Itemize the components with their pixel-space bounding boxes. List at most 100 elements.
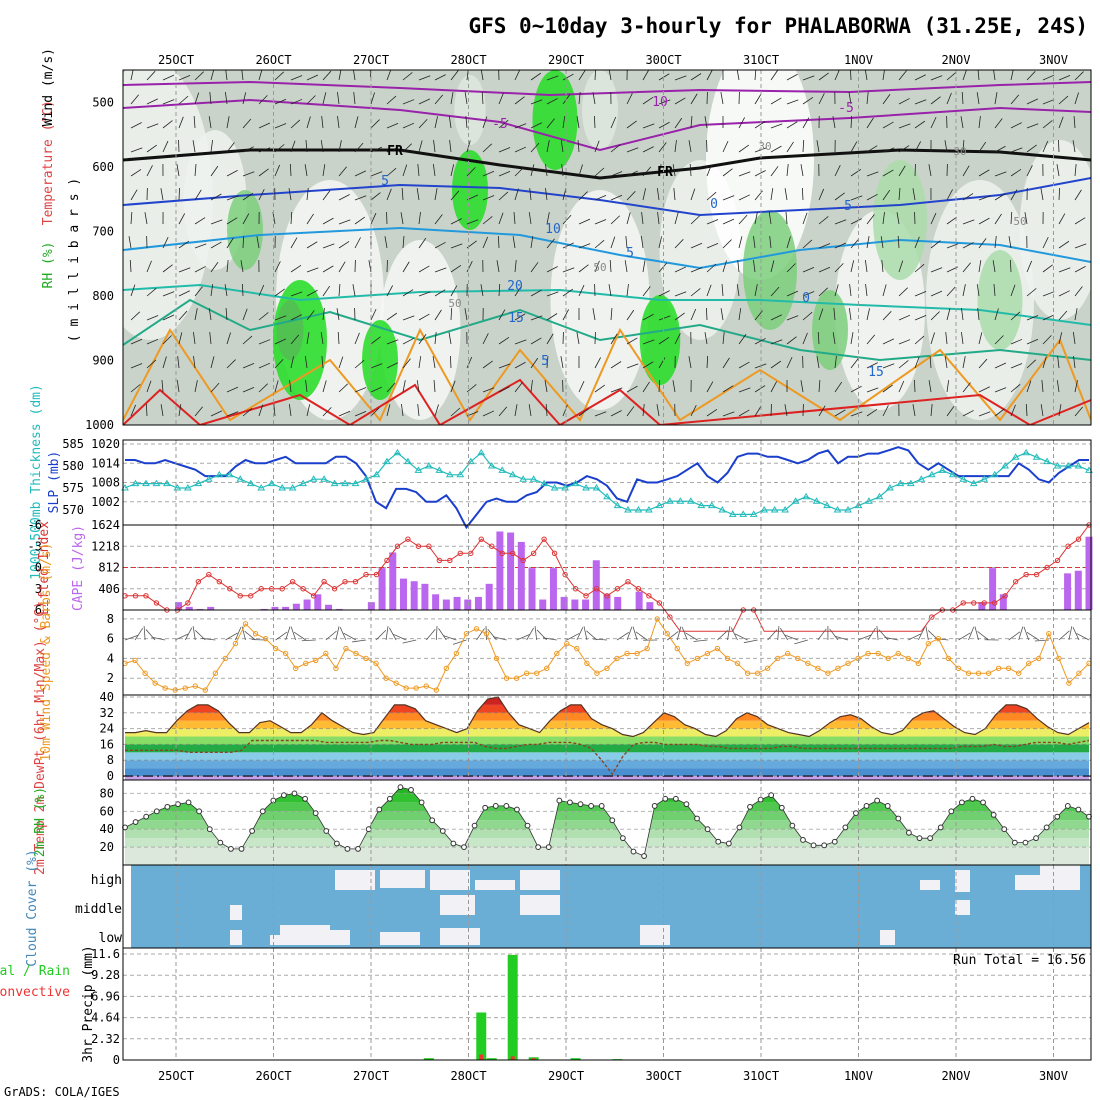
thickness-marker xyxy=(477,448,486,456)
wind-barb xyxy=(130,169,142,177)
wind-barb xyxy=(370,192,381,201)
rh-marker xyxy=(736,824,743,831)
wind-barb xyxy=(145,403,148,417)
wind-barb xyxy=(917,627,926,641)
wind-barb xyxy=(882,121,894,129)
wind-barb xyxy=(482,236,489,249)
wind-barb xyxy=(226,142,235,153)
top-date-label: 28OCT xyxy=(450,53,486,67)
rh-marker xyxy=(249,828,256,834)
wind-barb xyxy=(754,121,766,129)
wind-barb xyxy=(962,410,974,417)
wind-barb xyxy=(561,164,564,177)
wind-barb xyxy=(642,123,655,129)
slp-thickness-panel: 1002 1008 1014 1020 570 575 580 585 1000-500mb T… xyxy=(29,384,1093,580)
wind-barb xyxy=(338,219,351,225)
cape-bar xyxy=(303,599,311,610)
wind-barb xyxy=(857,634,872,641)
temperature-band xyxy=(123,689,1091,697)
cape-bar xyxy=(549,568,557,610)
wind-barb xyxy=(306,310,315,321)
precip-tick-label: 0 xyxy=(113,1053,120,1067)
wind-barb xyxy=(194,308,198,321)
wind-barb xyxy=(530,99,543,105)
bottom-date-label: 29OCT xyxy=(548,1069,584,1083)
rh-tick-label: 60 xyxy=(100,804,114,818)
rh-marker xyxy=(302,795,308,802)
wind-barb xyxy=(492,636,507,641)
wind-barb xyxy=(482,410,495,417)
wind-barb xyxy=(146,287,157,297)
wind-barb xyxy=(850,115,853,129)
rh-marker xyxy=(715,838,722,845)
wind-barb xyxy=(658,99,671,105)
wind-barb xyxy=(530,236,534,249)
isotherm-label: 15 xyxy=(868,365,884,380)
wind-barb xyxy=(305,140,308,153)
rh-tick-label: 20 xyxy=(100,840,114,854)
wind-barb xyxy=(930,267,943,273)
thickness-marker xyxy=(739,510,748,517)
wind-barb xyxy=(354,359,365,369)
wind-barb xyxy=(418,140,423,153)
wind-barb xyxy=(800,380,804,393)
wind-barb xyxy=(128,236,132,249)
wind-barb xyxy=(482,216,493,225)
precip-tick-label: 4.64 xyxy=(91,1011,120,1025)
pressure-axis: 500 600 700 800 900 1000 xyxy=(85,95,114,432)
wind-barb xyxy=(402,358,411,369)
lifted-index-marker xyxy=(310,593,317,599)
wind-barb xyxy=(1042,356,1047,369)
wind-barb xyxy=(706,263,717,273)
wind-barb xyxy=(882,405,889,417)
wind-barb xyxy=(258,189,265,201)
wind-barb xyxy=(306,95,316,105)
wind-barb xyxy=(642,381,650,393)
wind-barb xyxy=(402,122,415,129)
wind-barb xyxy=(402,289,414,297)
wind-barb xyxy=(306,404,311,417)
rh-marker xyxy=(492,803,499,809)
wind-barb xyxy=(1040,404,1044,417)
wind-barb xyxy=(226,332,231,345)
wind-barb xyxy=(322,265,334,273)
wind-barb xyxy=(594,140,600,153)
wind-barb xyxy=(386,285,394,297)
rh-marker xyxy=(535,844,542,851)
wind-barb xyxy=(514,382,523,393)
wind-barb xyxy=(578,92,581,105)
upper-ylabel-group: Temperature (°C) xyxy=(41,100,56,225)
lifted-index-marker xyxy=(321,578,327,585)
wind-barb xyxy=(705,307,708,321)
wind-barb xyxy=(514,123,527,129)
wind-barb xyxy=(925,626,929,641)
isotherm-label: 20 xyxy=(507,279,523,294)
temperature-tick-label: 8 xyxy=(107,753,114,767)
wind-barb xyxy=(802,311,813,321)
wind-barb xyxy=(530,72,542,81)
wind-barb xyxy=(690,73,702,81)
wind-barb xyxy=(290,75,303,81)
rh-marker xyxy=(810,842,817,849)
wind-barb xyxy=(962,262,971,273)
wind-barb xyxy=(242,308,248,321)
thickness-marker xyxy=(236,475,245,482)
rh-marker xyxy=(577,801,584,808)
wind-speed-marker xyxy=(564,640,570,647)
temperature-band xyxy=(125,720,1089,729)
cape-bar xyxy=(496,531,504,610)
wind-barb xyxy=(418,75,431,81)
wind-barb xyxy=(898,70,907,81)
wind-barb xyxy=(450,92,454,105)
wind-speed-marker xyxy=(242,621,249,627)
cloud-cell xyxy=(380,870,425,888)
wind-barb xyxy=(962,284,966,297)
wind-barb xyxy=(482,170,495,177)
wind-speed-marker xyxy=(985,670,992,676)
cloud-cell xyxy=(430,870,470,890)
wind-barb xyxy=(786,99,799,105)
wind-barb xyxy=(386,122,399,129)
rh-marker xyxy=(672,795,679,802)
isotherm-label: 15 xyxy=(508,311,524,326)
wind-tick-label: 4 xyxy=(107,651,114,665)
